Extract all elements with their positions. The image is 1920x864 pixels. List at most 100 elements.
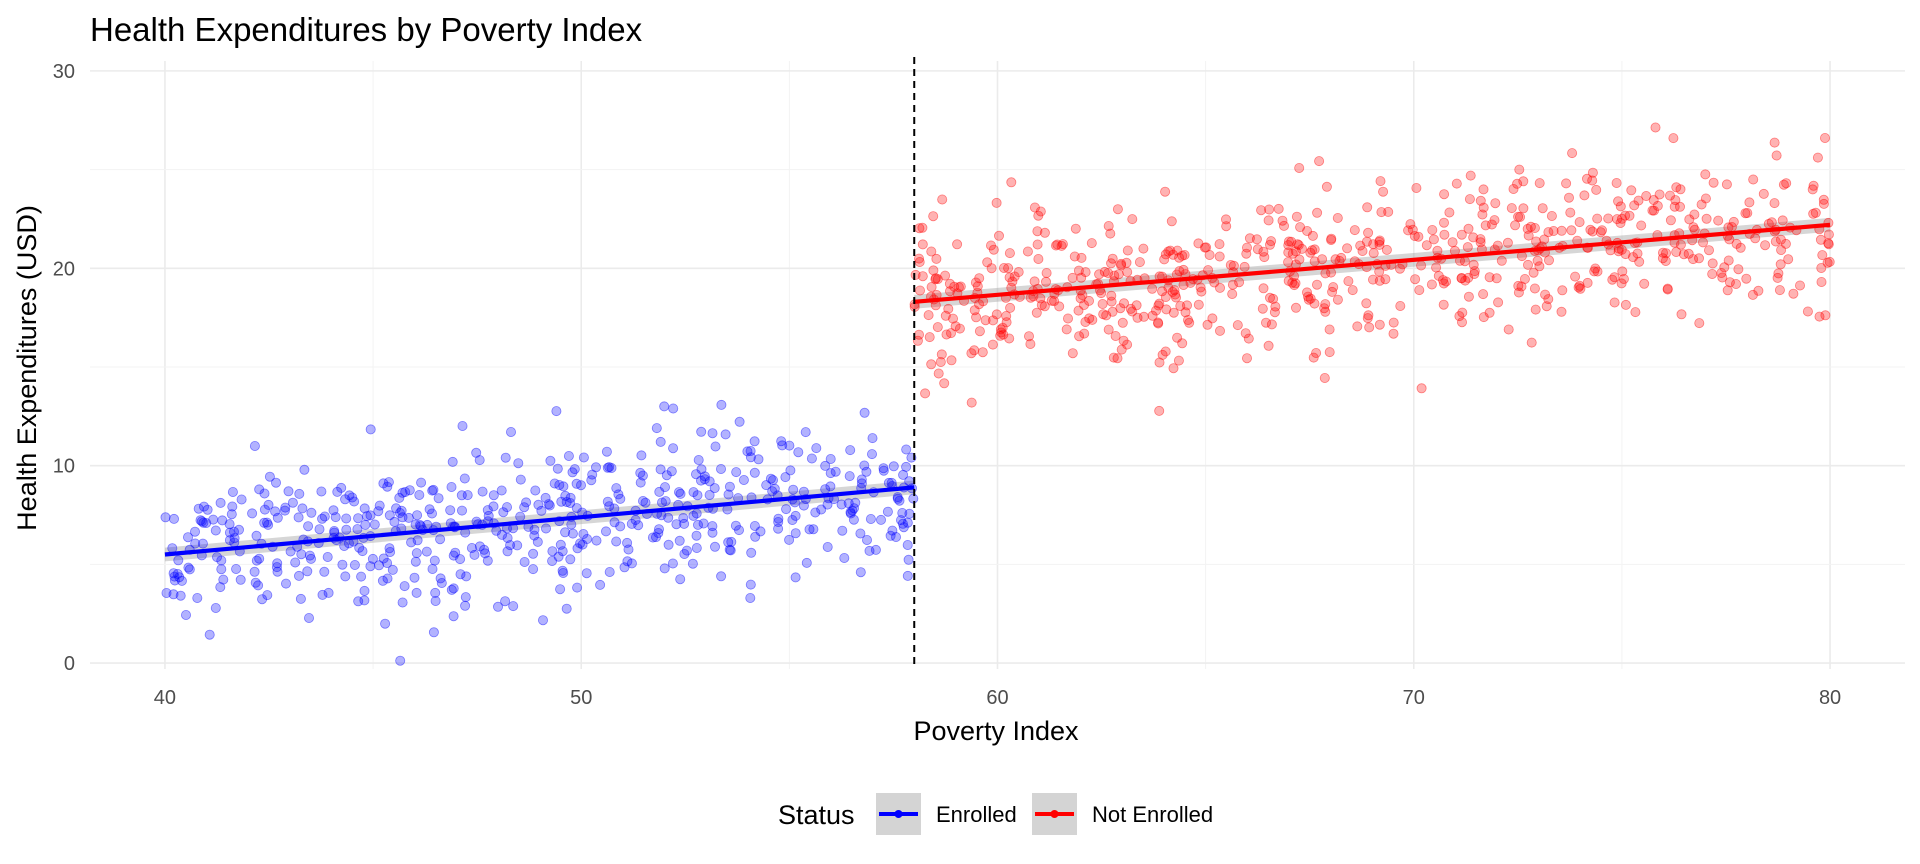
data-point-enrolled: [693, 519, 704, 530]
data-point-enrolled: [547, 556, 558, 567]
data-point-enrolled: [293, 512, 304, 523]
data-point-enrolled: [429, 555, 440, 566]
data-point-enrolled: [501, 502, 512, 513]
legend: Status Enrolled Not Enrolled: [778, 793, 1213, 835]
data-point-enrolled: [571, 478, 582, 489]
data-point-not-enrolled: [1815, 234, 1826, 245]
data-point-not-enrolled: [986, 240, 997, 251]
data-point-enrolled: [804, 524, 815, 535]
data-point-not-enrolled: [1241, 248, 1252, 259]
data-point-enrolled: [892, 492, 903, 503]
data-point-enrolled: [479, 544, 490, 555]
data-point-enrolled: [530, 485, 541, 496]
data-point-not-enrolled: [1465, 170, 1476, 181]
data-point-not-enrolled: [1475, 237, 1486, 248]
data-point-enrolled: [671, 519, 682, 530]
data-point-not-enrolled: [1184, 317, 1195, 328]
data-point-enrolled: [412, 535, 423, 546]
data-point-enrolled: [290, 557, 301, 568]
data-point-enrolled: [882, 506, 893, 517]
data-point-not-enrolled: [1202, 319, 1213, 330]
data-point-enrolled: [356, 571, 367, 582]
data-point-not-enrolled: [1700, 193, 1711, 204]
data-point-not-enrolled: [1232, 320, 1243, 331]
data-point-not-enrolled: [1432, 245, 1443, 256]
trend-line-enrolled: [164, 485, 915, 557]
data-point-not-enrolled: [1414, 285, 1425, 296]
data-point-enrolled: [856, 474, 867, 485]
data-point-not-enrolled: [1670, 195, 1681, 206]
data-point-enrolled: [349, 560, 360, 571]
data-point-enrolled: [730, 520, 741, 531]
data-point-enrolled: [378, 553, 389, 564]
data-point-enrolled: [403, 512, 414, 523]
data-point-not-enrolled: [1716, 267, 1727, 278]
data-point-not-enrolled: [1049, 296, 1060, 307]
data-point-enrolled: [215, 582, 226, 593]
data-point-enrolled: [626, 558, 637, 569]
data-point-enrolled: [196, 516, 207, 527]
data-point-not-enrolled: [1256, 205, 1267, 216]
data-point-enrolled: [500, 452, 511, 463]
data-point-enrolled: [323, 587, 334, 598]
data-point-not-enrolled: [1286, 236, 1297, 247]
data-point-enrolled: [710, 541, 721, 552]
data-point-enrolled: [414, 489, 425, 500]
data-point-enrolled: [498, 507, 509, 518]
data-point-not-enrolled: [1269, 307, 1280, 318]
data-point-enrolled: [303, 613, 314, 624]
trend-lines: [164, 222, 1831, 557]
data-point-enrolled: [619, 562, 630, 573]
data-point-not-enrolled: [969, 345, 980, 356]
data-point-enrolled: [374, 500, 385, 511]
data-point-enrolled: [397, 512, 408, 523]
data-point-enrolled: [667, 558, 678, 569]
data-point-enrolled: [332, 486, 343, 497]
data-point-not-enrolled: [1225, 259, 1236, 270]
data-point-enrolled: [557, 546, 568, 557]
data-point-not-enrolled: [1215, 282, 1226, 293]
data-point-enrolled: [456, 505, 467, 516]
data-point-enrolled: [448, 550, 459, 561]
data-point-enrolled: [505, 540, 516, 551]
data-point-not-enrolled: [1776, 244, 1787, 255]
data-point-enrolled: [259, 504, 270, 515]
data-point-not-enrolled: [1004, 248, 1015, 259]
data-point-enrolled: [687, 558, 698, 569]
data-point-enrolled: [696, 464, 707, 475]
data-point-not-enrolled: [1116, 344, 1127, 355]
data-point-not-enrolled: [1616, 278, 1627, 289]
data-point-enrolled: [765, 473, 776, 484]
data-point-not-enrolled: [1654, 189, 1665, 200]
data-point-not-enrolled: [1361, 236, 1372, 247]
data-point-not-enrolled: [1168, 249, 1179, 260]
data-point-not-enrolled: [1591, 184, 1602, 195]
data-point-not-enrolled: [1032, 226, 1043, 237]
data-point-enrolled: [192, 593, 203, 604]
data-point-not-enrolled: [1613, 246, 1624, 257]
data-point-not-enrolled: [1410, 274, 1421, 285]
data-point-not-enrolled: [1575, 283, 1586, 294]
data-point-not-enrolled: [1478, 289, 1489, 300]
data-point-not-enrolled: [1287, 277, 1298, 288]
data-point-enrolled: [168, 513, 179, 524]
data-point-not-enrolled: [1305, 247, 1316, 258]
data-point-not-enrolled: [1154, 357, 1165, 368]
data-point-not-enrolled: [1107, 306, 1118, 317]
data-point-not-enrolled: [1675, 239, 1686, 250]
data-point-not-enrolled: [1363, 310, 1374, 321]
data-point-not-enrolled: [1626, 185, 1637, 196]
data-point-not-enrolled: [1468, 232, 1479, 243]
data-point-enrolled: [613, 489, 624, 500]
data-point-enrolled: [433, 493, 444, 504]
data-point-enrolled: [168, 589, 179, 600]
data-point-enrolled: [471, 447, 482, 458]
data-point-enrolled: [681, 545, 692, 556]
data-point-not-enrolled: [1469, 266, 1480, 277]
data-point-not-enrolled: [1132, 312, 1143, 323]
data-point-enrolled: [329, 527, 340, 538]
data-point-not-enrolled: [991, 309, 1002, 320]
data-point-not-enrolled: [1775, 234, 1786, 245]
data-point-not-enrolled: [1227, 279, 1238, 290]
legend-label-enrolled: Enrolled: [936, 802, 1017, 827]
